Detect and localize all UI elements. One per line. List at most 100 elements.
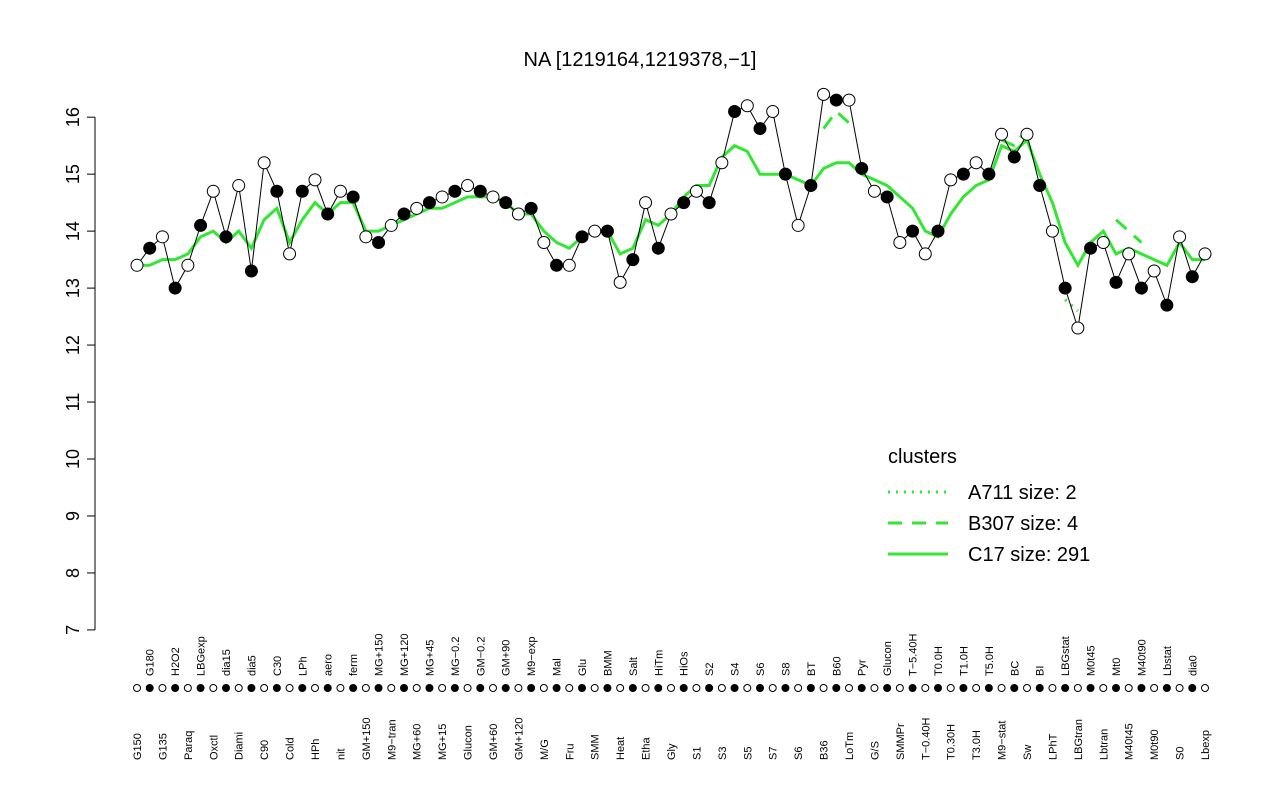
point — [524, 201, 538, 215]
point — [155, 230, 169, 244]
rug-mark — [1035, 684, 1044, 692]
rug-mark — [247, 684, 256, 692]
x-tick-label: Diami — [234, 732, 246, 760]
rug-mark — [514, 684, 523, 692]
point — [168, 281, 182, 295]
point — [893, 236, 907, 250]
x-tick-label: MG+45 — [424, 640, 436, 676]
point — [829, 93, 843, 107]
x-tick-label: S3 — [717, 747, 729, 760]
x-tick-label: M40t45 — [1124, 723, 1136, 760]
x-tick-label: G/S — [869, 741, 881, 760]
rug-mark — [1188, 684, 1197, 692]
x-tick-label: Salt — [628, 657, 640, 676]
x-tick-label: T0.0H — [933, 646, 945, 676]
rug-mark — [590, 684, 599, 692]
rug-mark — [908, 684, 917, 692]
rug-mark — [628, 684, 637, 692]
point — [918, 247, 932, 261]
rug-mark — [552, 684, 561, 692]
rug-mark — [171, 684, 180, 692]
point — [295, 184, 309, 198]
x-tick-label: M40t90 — [1136, 639, 1148, 676]
rug-mark — [679, 684, 688, 692]
point — [372, 236, 386, 250]
point — [1185, 270, 1199, 284]
rug-mark — [1175, 684, 1184, 692]
x-tick-label: aero — [323, 654, 335, 676]
x-tick-label: LoTm — [844, 732, 856, 760]
rug-mark — [323, 684, 332, 692]
rug-mark — [1023, 684, 1031, 692]
x-tick-label: LBGtran — [1073, 719, 1085, 760]
point — [194, 218, 208, 232]
point — [651, 241, 665, 255]
point — [867, 184, 881, 198]
point — [715, 156, 729, 170]
legend-label: A711 size: 2 — [968, 482, 1077, 504]
rug-mark — [1061, 684, 1070, 692]
rug-mark — [794, 684, 803, 692]
rug-mark — [336, 684, 345, 692]
rug-mark — [730, 684, 739, 692]
x-tick-label: Sw — [1022, 745, 1034, 760]
point — [817, 87, 831, 101]
rug-mark — [972, 684, 981, 692]
x-tick-label: Paraq — [183, 731, 195, 760]
rug-mark — [298, 684, 307, 692]
rug-mark — [1137, 684, 1146, 692]
rug-mark — [705, 684, 714, 692]
legend-label: C17 size: 291 — [968, 544, 1090, 566]
point — [1084, 241, 1098, 255]
rug-mark — [641, 684, 650, 692]
point — [346, 190, 360, 204]
point — [422, 196, 436, 210]
point — [1147, 264, 1161, 278]
x-tick-label: Cold — [285, 737, 297, 760]
point — [753, 122, 767, 136]
point — [600, 224, 614, 238]
point — [702, 196, 716, 210]
rug-mark — [463, 684, 472, 692]
point — [1058, 281, 1072, 295]
x-tick-label: T5.0H — [984, 646, 996, 676]
point — [359, 230, 373, 244]
x-tick-label: M9−tran — [386, 719, 398, 760]
point — [550, 258, 564, 272]
x-tick-label: HiOs — [679, 651, 691, 676]
rug-mark — [145, 684, 154, 692]
rug-mark — [1048, 684, 1057, 692]
rug-mark — [1086, 684, 1095, 692]
rug-mark — [1124, 684, 1133, 692]
rug-mark — [959, 684, 968, 692]
rug-mark — [819, 684, 828, 692]
x-tick-label: C30 — [272, 656, 284, 676]
x-tick-label: Mal — [552, 658, 564, 676]
x-tick-label: Mt0 — [1111, 658, 1123, 676]
point — [1173, 230, 1187, 244]
point — [435, 190, 449, 204]
rug-mark — [743, 684, 752, 692]
x-tick-label: T0.30H — [946, 724, 958, 760]
y-tick-label: 11 — [63, 393, 83, 412]
point — [486, 190, 500, 204]
rug-mark — [450, 684, 459, 692]
point — [1096, 236, 1110, 250]
point — [906, 224, 920, 238]
x-tick-label: dia0 — [1187, 655, 1199, 676]
rug-mark — [501, 684, 510, 692]
y-tick-label: 8 — [63, 568, 83, 578]
y-tick-label: 10 — [63, 449, 83, 469]
x-tick-label: MG+150 — [374, 634, 386, 677]
rug-mark — [1010, 684, 1019, 692]
y-tick-label: 9 — [63, 511, 83, 521]
point — [499, 196, 513, 210]
point — [639, 196, 653, 210]
point — [384, 218, 398, 232]
x-tick-label: Etha — [641, 736, 653, 760]
point — [956, 167, 970, 181]
x-tick-label: MG−0.2 — [450, 637, 462, 676]
rug-mark — [209, 684, 218, 692]
x-tick-label: T3.0H — [971, 730, 983, 760]
